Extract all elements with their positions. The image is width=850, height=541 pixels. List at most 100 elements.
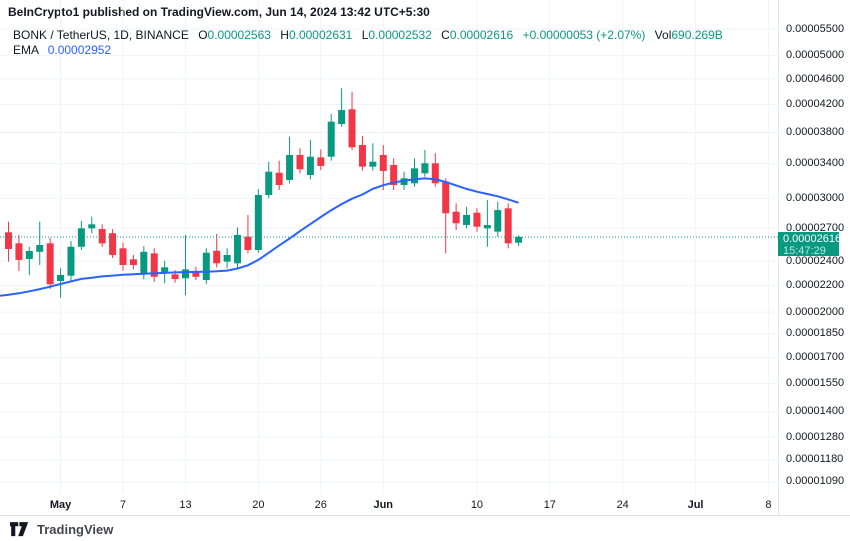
candle-body[interactable] — [57, 274, 65, 282]
candle-body[interactable] — [119, 248, 127, 265]
candle-body[interactable] — [140, 251, 148, 274]
time-scale[interactable]: May 7 13 20 26 Jun 10 17 24 Jul 8 — [0, 494, 850, 515]
candle-body[interactable] — [192, 270, 200, 277]
candle-body[interactable] — [109, 233, 117, 255]
time-axis-label: 10 — [470, 499, 484, 511]
ema-value: 0.00002952 — [47, 43, 112, 57]
volume-label: Vol — [654, 28, 672, 42]
price-axis-label: 0.00001850 — [786, 327, 845, 340]
candle-body[interactable] — [254, 195, 262, 250]
legend-indicator-row[interactable]: EMA 0.00002952 — [13, 43, 723, 57]
time-axis-label: 7 — [119, 499, 127, 511]
candle-body[interactable] — [473, 212, 481, 227]
candle-body[interactable] — [463, 214, 471, 226]
high-value: 0.00002631 — [288, 28, 353, 42]
candle-body[interactable] — [67, 246, 75, 276]
candle-body[interactable] — [296, 155, 304, 170]
low-label: L — [361, 28, 369, 42]
time-axis-label: 20 — [252, 499, 265, 511]
candle-body[interactable] — [515, 236, 523, 243]
candle-body[interactable] — [46, 243, 54, 285]
price-axis-label: 0.00001550 — [786, 376, 845, 389]
candle-body[interactable] — [213, 250, 221, 264]
ema-line — [0, 177, 519, 297]
legend-symbol-row[interactable]: BONK / TetherUS, 1D, BINANCE O0.00002563… — [13, 28, 723, 42]
candle-body[interactable] — [442, 181, 450, 214]
bar-countdown: 15:47:29 — [783, 244, 826, 257]
time-axis-label: 26 — [314, 499, 327, 511]
open-label: O — [198, 28, 208, 42]
candle-body[interactable] — [36, 244, 44, 252]
candle-body[interactable] — [348, 109, 356, 148]
candle-body[interactable] — [338, 109, 346, 124]
footer-bar: TradingView — [0, 515, 850, 541]
price-axis-label: 0.00004200 — [786, 97, 845, 110]
tradingview-logo-link[interactable]: TradingView — [10, 522, 113, 537]
price-scale[interactable]: 0.00005500 0.00005000 0.00004600 0.00004200… — [778, 0, 850, 514]
price-axis-label: 0.00004600 — [786, 72, 845, 85]
price-axis-label: 0.00001280 — [786, 430, 845, 443]
candles[interactable] — [5, 88, 523, 298]
candle-body[interactable] — [171, 274, 179, 280]
candle-body[interactable] — [410, 168, 418, 184]
candle-body[interactable] — [181, 269, 189, 279]
candle-body[interactable] — [25, 251, 33, 259]
candle-body[interactable] — [483, 225, 491, 229]
price-axis-label: 0.00003800 — [786, 125, 845, 138]
candle-body[interactable] — [431, 163, 439, 184]
open-value: 0.00002563 — [207, 28, 271, 42]
last-price-badge: 0.00002616 15:47:29 — [778, 231, 842, 257]
candle-body[interactable] — [98, 229, 106, 244]
candle-body[interactable] — [286, 155, 294, 180]
candle-body[interactable] — [150, 253, 158, 277]
candle-body[interactable] — [129, 259, 137, 265]
candle-body[interactable] — [390, 165, 398, 185]
time-axis-label: Jul — [687, 499, 704, 511]
volume-value: 690.269B — [671, 28, 723, 42]
candle-body[interactable] — [234, 234, 242, 264]
grid-lines — [0, 0, 778, 494]
price-axis-label: 0.00003400 — [786, 157, 845, 170]
chart-legend: BONK / TetherUS, 1D, BINANCE O0.00002563… — [13, 28, 723, 57]
time-axis-label: 13 — [179, 499, 192, 511]
candle-body[interactable] — [88, 224, 96, 229]
candle-body[interactable] — [379, 155, 387, 171]
last-price-value: 0.00002616 — [783, 232, 842, 245]
candle-body[interactable] — [161, 267, 169, 273]
candle-body[interactable] — [327, 121, 335, 157]
price-axis-label: 0.00001180 — [786, 453, 844, 466]
symbol-title[interactable]: BONK / TetherUS, 1D, BINANCE — [13, 28, 189, 42]
price-axis-label: 0.00002200 — [786, 278, 845, 291]
candle-body[interactable] — [306, 156, 314, 176]
price-axis-label: 0.00005500 — [786, 22, 845, 35]
tradingview-logo-icon — [10, 522, 29, 537]
candle-body[interactable] — [275, 172, 283, 185]
candle-body[interactable] — [504, 208, 512, 244]
candle-body[interactable] — [15, 243, 23, 260]
attribution-text: BeInCrypto1 published on TradingView.com… — [8, 5, 430, 19]
change-value: +0.00000053 (+2.07%) — [522, 28, 646, 42]
low-value: 0.00002532 — [368, 28, 432, 42]
candle-body[interactable] — [77, 228, 85, 247]
price-axis-label: 0.00002000 — [786, 305, 845, 318]
candle-body[interactable] — [494, 210, 502, 232]
candle-body[interactable] — [317, 157, 325, 167]
candle-body[interactable] — [358, 144, 366, 167]
candle-body[interactable] — [421, 163, 429, 174]
candle-body[interactable] — [202, 252, 210, 281]
candle-body[interactable] — [5, 232, 12, 249]
candle-body[interactable] — [223, 254, 231, 262]
close-value: 0.00002616 — [449, 28, 514, 42]
price-axis-label: 0.00002700 — [786, 221, 845, 234]
high-label: H — [280, 28, 289, 42]
price-axis-label: 0.00005000 — [786, 49, 845, 62]
candle-body[interactable] — [244, 236, 252, 250]
price-axis-label: 0.00001090 — [786, 475, 845, 488]
candle-body[interactable] — [265, 171, 273, 196]
candle-body[interactable] — [452, 211, 460, 224]
price-axis-label: 0.00003000 — [786, 192, 845, 205]
time-axis-label: May — [49, 499, 72, 511]
candle-body[interactable] — [369, 161, 377, 167]
